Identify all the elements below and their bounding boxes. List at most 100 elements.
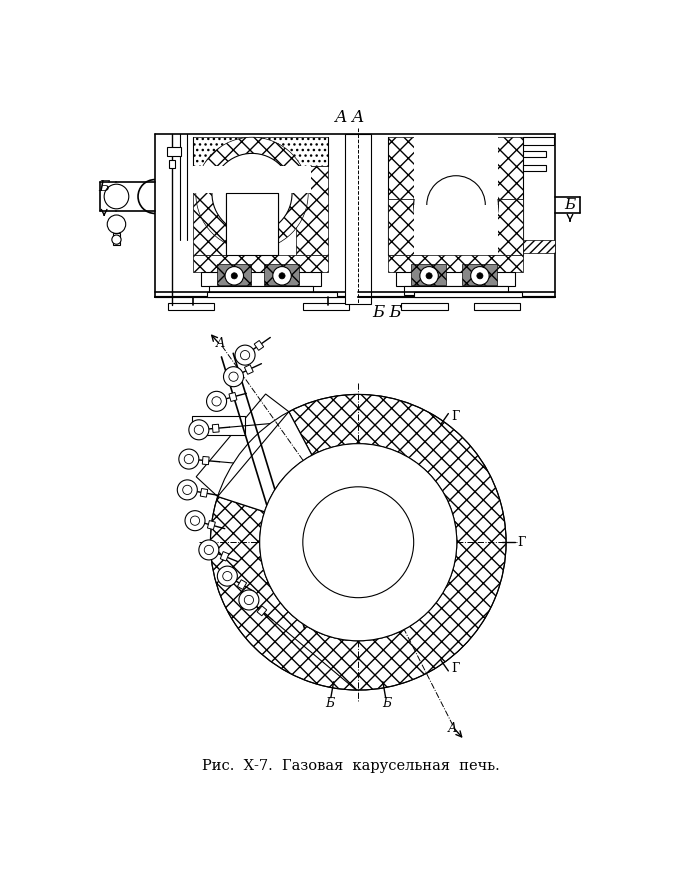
Circle shape: [279, 273, 285, 279]
Circle shape: [303, 487, 414, 598]
Bar: [296, 166, 328, 255]
Circle shape: [107, 215, 126, 233]
Polygon shape: [202, 456, 209, 465]
Bar: [209, 286, 313, 295]
Bar: [194, 137, 328, 166]
Circle shape: [414, 163, 499, 247]
Bar: [396, 272, 515, 286]
Bar: [523, 165, 546, 171]
Bar: [264, 263, 299, 285]
Polygon shape: [207, 521, 215, 530]
Circle shape: [225, 267, 244, 285]
Circle shape: [224, 367, 244, 386]
Circle shape: [207, 392, 226, 412]
Text: Б: Б: [98, 180, 109, 194]
Bar: [194, 166, 311, 193]
Circle shape: [199, 540, 219, 560]
Bar: [226, 193, 278, 255]
Circle shape: [223, 572, 232, 580]
Circle shape: [189, 420, 209, 440]
Bar: [201, 272, 321, 286]
Circle shape: [229, 372, 238, 381]
Bar: [192, 416, 246, 435]
Wedge shape: [261, 445, 456, 639]
Circle shape: [260, 444, 457, 641]
Polygon shape: [212, 424, 219, 433]
Bar: [474, 302, 520, 310]
Bar: [194, 166, 226, 255]
Text: Г: Г: [451, 410, 460, 423]
Bar: [415, 292, 523, 297]
Circle shape: [273, 267, 291, 285]
Wedge shape: [211, 394, 506, 690]
Circle shape: [235, 345, 255, 365]
Bar: [113, 233, 120, 245]
Circle shape: [239, 590, 259, 610]
Polygon shape: [237, 579, 247, 589]
Circle shape: [244, 595, 254, 605]
Circle shape: [471, 267, 489, 285]
Circle shape: [196, 137, 308, 250]
Circle shape: [426, 273, 432, 279]
Circle shape: [231, 273, 237, 279]
Circle shape: [177, 480, 197, 500]
Bar: [345, 134, 371, 303]
Bar: [414, 205, 499, 255]
Bar: [168, 147, 181, 156]
Circle shape: [212, 397, 221, 406]
Bar: [207, 292, 337, 297]
Bar: [414, 137, 499, 198]
Bar: [523, 239, 555, 253]
Circle shape: [205, 545, 213, 555]
Text: Б Б: Б Б: [373, 304, 402, 322]
Text: А: А: [448, 722, 458, 735]
Circle shape: [194, 425, 203, 434]
Bar: [168, 302, 214, 310]
Bar: [194, 255, 328, 272]
Polygon shape: [254, 341, 263, 350]
Circle shape: [241, 350, 250, 360]
Circle shape: [218, 566, 237, 586]
Polygon shape: [200, 489, 208, 497]
Circle shape: [190, 516, 200, 525]
Text: А: А: [215, 337, 225, 350]
Polygon shape: [257, 606, 267, 616]
Polygon shape: [229, 392, 237, 401]
Bar: [523, 137, 554, 145]
Text: А А: А А: [335, 108, 366, 126]
Bar: [488, 198, 523, 255]
Bar: [389, 255, 523, 272]
Wedge shape: [260, 542, 358, 641]
Bar: [402, 302, 447, 310]
Circle shape: [179, 449, 199, 469]
Circle shape: [104, 184, 129, 209]
Polygon shape: [196, 394, 289, 496]
Circle shape: [212, 154, 292, 233]
Text: Б: Б: [564, 198, 576, 212]
Text: Б: Б: [325, 697, 334, 711]
Circle shape: [184, 454, 194, 464]
Bar: [404, 286, 508, 295]
Circle shape: [185, 510, 205, 531]
Circle shape: [112, 235, 121, 244]
Circle shape: [420, 267, 438, 285]
Circle shape: [207, 391, 510, 694]
Text: Г: Г: [451, 662, 460, 675]
Bar: [411, 263, 446, 285]
Text: Г: Г: [517, 536, 525, 549]
Bar: [217, 263, 251, 285]
Bar: [462, 263, 497, 285]
Wedge shape: [214, 408, 358, 542]
Bar: [303, 302, 349, 310]
Polygon shape: [244, 364, 253, 374]
Text: Рис.  Х-7.  Газовая  карусельная  печь.: Рис. Х-7. Газовая карусельная печь.: [202, 759, 499, 773]
Bar: [523, 151, 546, 157]
Bar: [389, 198, 423, 255]
Bar: [389, 137, 523, 198]
Circle shape: [477, 273, 483, 279]
Circle shape: [427, 176, 486, 234]
Polygon shape: [220, 551, 229, 561]
Text: Б: Б: [382, 697, 391, 711]
Bar: [169, 160, 175, 168]
Circle shape: [183, 485, 192, 495]
